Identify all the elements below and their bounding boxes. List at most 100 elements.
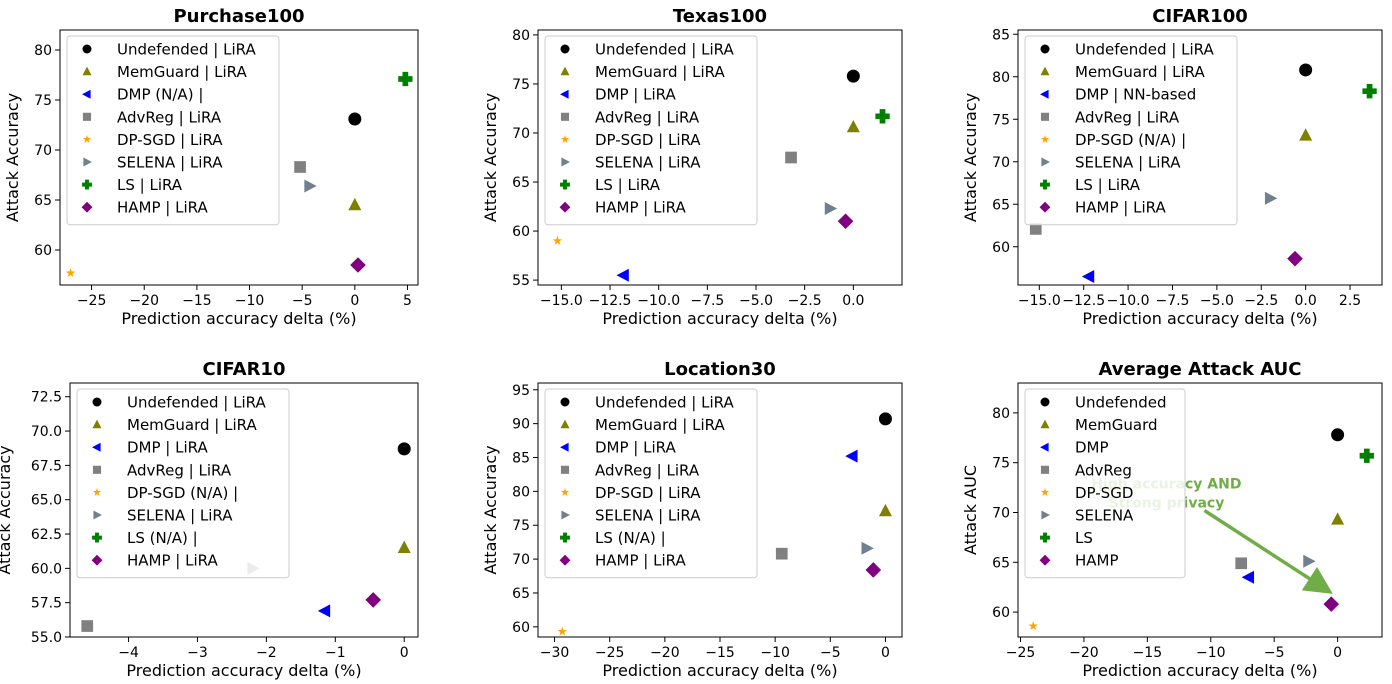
legend-marker-selena bbox=[561, 510, 570, 520]
legend-marker-memguard bbox=[1040, 419, 1050, 429]
legend-marker-hamp bbox=[1039, 554, 1051, 566]
legend-marker-advreg bbox=[1040, 112, 1050, 121]
legend-marker-memguard bbox=[1040, 66, 1050, 76]
legend-marker-selena bbox=[1041, 157, 1050, 167]
legend-marker-ls bbox=[1040, 179, 1050, 190]
y-tick-label: 55 bbox=[512, 273, 530, 289]
y-tick-label: 90 bbox=[512, 417, 530, 433]
legend-label-dmp: DMP | NN-based bbox=[1075, 86, 1196, 104]
legend-marker-ls bbox=[560, 532, 570, 543]
point-hamp bbox=[1287, 250, 1303, 267]
x-tick-label: 0 bbox=[1333, 645, 1342, 661]
point-dmp bbox=[1081, 270, 1095, 283]
point-memguard bbox=[1299, 128, 1313, 141]
point-selena bbox=[304, 179, 317, 193]
legend-label-hamp: HAMP | LiRA bbox=[117, 199, 208, 217]
axes-frame bbox=[537, 29, 903, 286]
annotation-arrow bbox=[1203, 509, 1333, 594]
x-tick-label: −10 bbox=[760, 645, 790, 661]
point-undef bbox=[846, 69, 860, 83]
x-axis-label: Prediction accuracy delta (%) bbox=[1082, 661, 1317, 680]
legend-label-selena: SELENA | LiRA bbox=[127, 507, 233, 525]
x-tick-label: 0 bbox=[400, 645, 409, 661]
x-tick-label: −5 bbox=[820, 645, 841, 661]
point-selena bbox=[824, 202, 838, 215]
legend-marker-advreg bbox=[1040, 465, 1050, 474]
y-tick-label: 85 bbox=[992, 27, 1010, 43]
x-tick-label: 0 bbox=[881, 645, 890, 661]
legend-label-dmp: DMP bbox=[1075, 439, 1109, 457]
legend-label-memguard: MemGuard | LiRA bbox=[1075, 63, 1205, 81]
x-tick-label: −12.5 bbox=[1062, 293, 1105, 309]
legend-marker-undef bbox=[1040, 397, 1050, 407]
x-tick-label: −25 bbox=[1006, 645, 1036, 661]
legend-marker-dpsgd bbox=[92, 488, 102, 496]
legend-label-hamp: HAMP bbox=[1075, 552, 1119, 570]
legend-marker-dpsgd bbox=[82, 135, 92, 143]
y-axis-label: Attack Accuracy bbox=[3, 93, 22, 222]
point-undef bbox=[1331, 428, 1345, 442]
legend-marker-dpsgd bbox=[1040, 488, 1050, 496]
y-tick-label: 65 bbox=[512, 586, 530, 602]
y-tick-label: 70 bbox=[512, 126, 530, 142]
legend-marker-undef bbox=[560, 397, 570, 407]
x-tick-label: −2.5 bbox=[788, 293, 822, 309]
legend-label-advreg: AdvReg | LiRA bbox=[595, 108, 700, 126]
panel-2: CIFAR100 −15.0 −12.5 −10.0 −7.5 −5.0 −2.5 0.0 2.… bbox=[961, 6, 1383, 328]
chart-title: CIFAR100 bbox=[1152, 6, 1248, 27]
panel-1: Texas100 −15.0 −12.5 −10.0 −7.5 −5.0 −2.5 0.0 55… bbox=[481, 6, 903, 328]
legend-label-ls: LS | LiRA bbox=[595, 176, 661, 194]
point-dpsgd bbox=[65, 268, 76, 277]
point-undef bbox=[1299, 63, 1313, 77]
y-tick-label: 80 bbox=[512, 484, 530, 500]
point-advreg bbox=[785, 151, 797, 164]
y-tick-label: 80 bbox=[512, 28, 530, 44]
legend-marker-memguard bbox=[560, 419, 570, 429]
y-tick-label: 75 bbox=[512, 77, 530, 93]
y-tick-label: 65.0 bbox=[31, 493, 62, 509]
legend-marker-dmp bbox=[560, 442, 569, 452]
point-memguard bbox=[878, 503, 892, 517]
legend-marker-advreg bbox=[560, 112, 570, 121]
legend-label-memguard: MemGuard | LiRA bbox=[595, 416, 725, 434]
point-hamp bbox=[365, 592, 382, 608]
legend-label-ls: LS (N/A) | bbox=[127, 529, 198, 547]
chart-title: Texas100 bbox=[673, 6, 767, 27]
panel-3: CIFAR10 −4 −3 −2 −1 0 55.0 57.5 60.0 62.5 65.0 67.5… bbox=[0, 359, 419, 680]
legend-marker-advreg bbox=[92, 465, 102, 474]
legend-label-undef: Undefended | LiRA bbox=[595, 394, 734, 412]
legend-marker-ls bbox=[82, 179, 92, 190]
legend-label-dmp: DMP (N/A) | bbox=[117, 86, 203, 104]
legend-label-hamp: HAMP | LiRA bbox=[595, 199, 686, 217]
x-tick-label: −7.5 bbox=[690, 293, 724, 309]
legend-label-dpsgd: DP-SGD (N/A) | bbox=[1075, 131, 1186, 149]
legend-label-dpsgd: DP-SGD | LiRA bbox=[595, 131, 701, 149]
y-tick-label: 60 bbox=[512, 224, 530, 240]
y-tick-label: 70 bbox=[512, 552, 530, 568]
point-dpsgd bbox=[557, 626, 567, 636]
legend-marker-dmp bbox=[92, 442, 101, 452]
panel-5: Average Attack AUC −25 −20 −15 −10 −5 0 60 65 70 7… bbox=[961, 359, 1383, 680]
x-tick-label: −15 bbox=[182, 293, 212, 309]
y-tick-label: 70 bbox=[34, 143, 52, 159]
x-axis-label: Prediction accuracy delta (%) bbox=[602, 309, 837, 328]
panel-4: Location30 −30 −25 −20 −15 −10 −5 0 60 65 70 75 80 85… bbox=[481, 359, 903, 680]
y-tick-label: 70.0 bbox=[31, 424, 62, 440]
point-dmp bbox=[1241, 570, 1255, 584]
legend-label-advreg: AdvReg | LiRA bbox=[117, 108, 222, 126]
x-tick-label: −20 bbox=[650, 645, 680, 661]
y-tick-label: 60 bbox=[992, 605, 1010, 621]
legend-marker-selena bbox=[1041, 510, 1050, 520]
x-tick-label: 0.0 bbox=[1295, 293, 1317, 309]
legend-marker-hamp bbox=[1039, 201, 1051, 213]
y-tick-label: 80 bbox=[992, 406, 1010, 422]
legend-box bbox=[66, 35, 280, 226]
y-tick-label: 60 bbox=[992, 240, 1010, 256]
point-ls bbox=[1359, 448, 1374, 463]
y-tick-label: 75 bbox=[512, 518, 530, 534]
legend-marker-undef bbox=[92, 397, 102, 407]
chart-title: Average Attack AUC bbox=[1098, 359, 1301, 380]
x-axis-label: Prediction accuracy delta (%) bbox=[126, 661, 361, 680]
legend-label-dpsgd: DP-SGD | LiRA bbox=[117, 131, 223, 149]
point-advreg bbox=[294, 161, 306, 173]
